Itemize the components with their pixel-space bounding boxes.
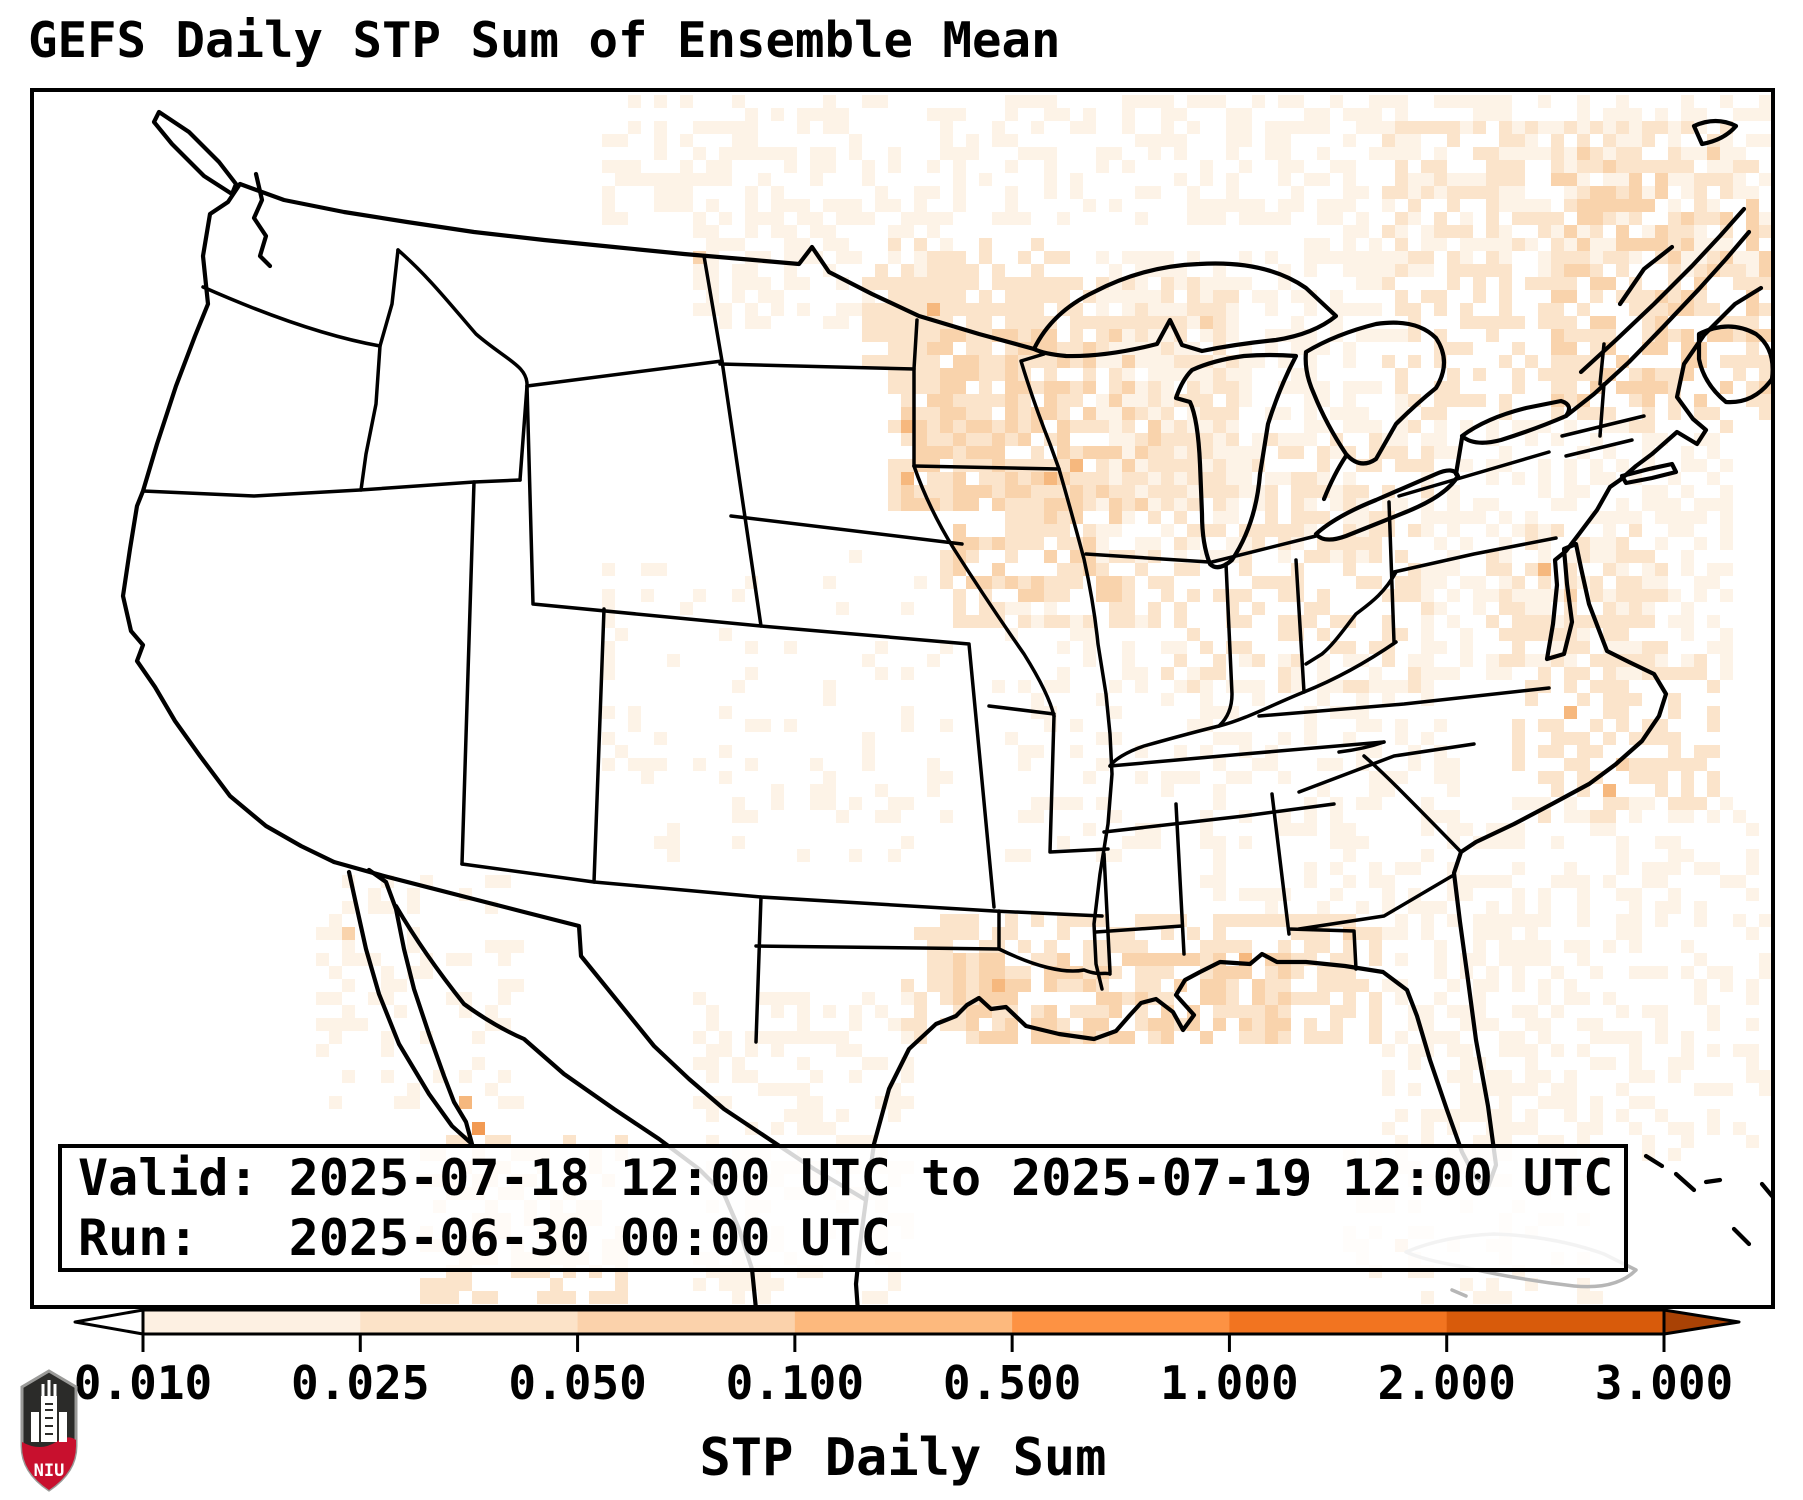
- run-time-text: Run: 2025-06-30 00:00 UTC: [78, 1209, 891, 1267]
- tick-label-0.010: 0.010: [73, 1356, 213, 1410]
- tick-label-2.000: 2.000: [1377, 1356, 1516, 1410]
- colorbar: [73, 1308, 1741, 1352]
- niu-logo-text: NIU: [34, 1461, 65, 1481]
- tick-label-0.100: 0.100: [725, 1356, 865, 1410]
- colorbar-tick-labels: 0.010 0.025 0.050 0.100 0.500 1.000 2.000 3.000: [0, 1356, 1803, 1416]
- valid-time-text: Valid: 2025-07-18 12:00 UTC to 2025-07-1…: [78, 1149, 1614, 1207]
- coastlines-and-borders: [120, 109, 1771, 1305]
- niu-red-swoosh: [22, 1437, 76, 1490]
- valid-run-info-box: Valid: 2025-07-18 12:00 UTC to 2025-07-1…: [58, 1144, 1628, 1272]
- state-borders: [141, 248, 1646, 1044]
- conus-map: [120, 95, 1771, 1305]
- colorbar-ticks: [141, 1334, 1666, 1352]
- map-frame: [30, 88, 1775, 1309]
- page-title: GEFS Daily STP Sum of Ensemble Mean: [28, 12, 1061, 69]
- colorbar-segments: [73, 1308, 1741, 1336]
- niu-castle-icon: [31, 1380, 67, 1442]
- tick-label-1.000: 1.000: [1160, 1356, 1299, 1410]
- tick-label-0.025: 0.025: [291, 1356, 430, 1410]
- tick-label-0.050: 0.050: [508, 1356, 647, 1410]
- stp-shading-cells: [316, 95, 1771, 1304]
- niu-logo: NIU: [20, 1369, 78, 1492]
- tick-label-0.500: 0.500: [942, 1356, 1082, 1410]
- colorbar-axis-label: STP Daily Sum: [699, 1428, 1107, 1488]
- tick-label-3.000: 3.000: [1594, 1356, 1734, 1410]
